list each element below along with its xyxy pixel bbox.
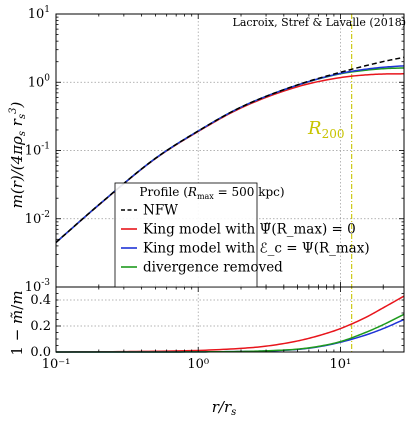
y-axis-label-bottom: 1 − m̃/m [8, 290, 26, 355]
credit-text: Lacroix, Stref & Lavalle (2018) [233, 16, 406, 29]
ylabel-r: r [8, 118, 26, 131]
ylabel-s-sub: s [17, 131, 28, 136]
ytick-label-top-4: 10-3 [25, 278, 51, 295]
legend-box [114, 182, 258, 288]
ytick-label-top-2: 10-1 [25, 142, 50, 159]
r200-sub: 200 [322, 127, 345, 141]
ytick-label-top-base-2: 10 [25, 144, 42, 159]
ytick-label-top-exp-2: -1 [41, 142, 50, 152]
legend-title-r: R [187, 185, 197, 199]
ytick-label-bottom-0: 0.0 [30, 345, 51, 360]
ytick-label-top-3: 10-2 [25, 210, 50, 227]
ytick-label-bottom-2: 0.4 [30, 293, 51, 308]
ytick-label-top-base-4: 10 [25, 280, 42, 295]
legend-label-0: NFW [143, 203, 178, 219]
ytick-label-top-exp-4: -3 [41, 278, 50, 288]
ylabel-close: ) [8, 102, 26, 109]
legend-title: Profile (Rmax = 500 kpc) [139, 185, 284, 201]
ytick-label-top-1: 100 [28, 73, 51, 90]
r200-main: R [307, 118, 322, 139]
ytick-label-top-exp-3: -2 [41, 210, 50, 220]
ytick-label-top-base-1: 10 [28, 75, 45, 90]
ylabel-s-sub2: s [17, 114, 28, 119]
ytick-label-top-0: 101 [28, 5, 50, 22]
ytick-label-top-base-0: 10 [28, 7, 45, 22]
ylabel-mtilde: m̃ [8, 310, 26, 324]
legend-label-2: King model with ℰ_c = Ψ(R_max) [143, 241, 370, 257]
xtick-label-0: 10⁻¹ [42, 357, 71, 372]
ylabel-cube: 3 [8, 108, 19, 114]
ylabel-m: m [8, 290, 26, 304]
legend-label-1: King model with Ψ̃(R_max) = 0 [143, 222, 356, 238]
legend: Profile (Rmax = 500 kpc) NFW King model w… [114, 182, 370, 288]
r200-annotation: R200 [307, 118, 344, 141]
xtick-label-1: 10⁰ [187, 357, 209, 372]
ytick-label-top-exp-0: 1 [44, 5, 50, 15]
y-axis-label-top: m(r)/(4πρs rs3) [8, 102, 28, 209]
ytick-label-bottom-1: 0.2 [30, 319, 51, 334]
x-axis-label: r/rs [212, 398, 237, 418]
legend-title-sub: max [197, 192, 214, 201]
legend-entries: NFW King model with Ψ̃(R_max) = 0 King mod… [121, 203, 370, 276]
legend-label-3: divergence removed [143, 260, 283, 276]
legend-title-suffix: = 500 kpc) [214, 185, 285, 199]
series-bottom-0 [55, 295, 405, 353]
xlabel-s-sub: s [231, 407, 236, 418]
ytick-label-top-exp-1: 0 [44, 73, 50, 83]
legend-title-prefix: Profile ( [139, 185, 187, 199]
xtick-label-2: 10¹ [330, 357, 352, 372]
ytick-label-top-base-3: 10 [25, 212, 42, 227]
